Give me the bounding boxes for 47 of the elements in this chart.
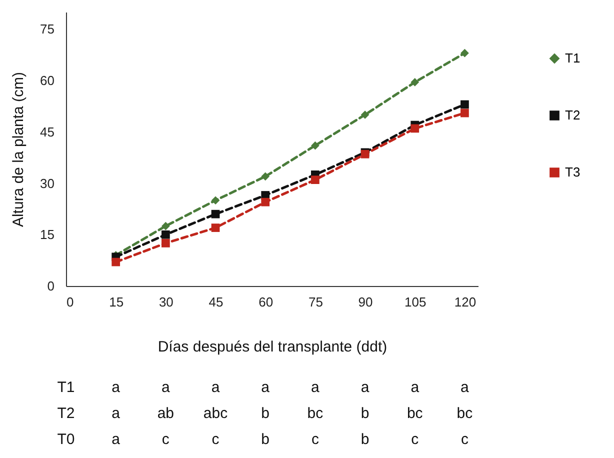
x-tick-label: 105: [404, 294, 426, 310]
text: bc: [307, 405, 324, 422]
text: a: [410, 379, 420, 396]
legend-label: T3: [565, 164, 580, 180]
text: b: [261, 431, 270, 448]
x-tick-label: 15: [109, 294, 124, 310]
x-tick-label: 0: [66, 294, 74, 310]
x-tick-label: 60: [258, 294, 274, 310]
text: a: [112, 379, 121, 396]
text: a: [211, 379, 220, 396]
text: T2: [57, 405, 75, 422]
legend-label: T1: [565, 50, 580, 66]
text: b: [261, 405, 270, 422]
x-tick-label: 90: [358, 294, 373, 310]
y-axis-title: Altura de la planta (cm): [10, 72, 28, 228]
text: a: [311, 379, 320, 396]
y-tick-label: 45: [40, 124, 54, 140]
text: b: [360, 405, 370, 422]
text: a: [360, 379, 370, 396]
x-tick-label: 75: [308, 294, 323, 310]
y-tick-label: 60: [40, 73, 54, 88]
text: abc: [203, 405, 228, 422]
y-tick-label: 30: [40, 176, 54, 191]
text: c: [311, 431, 320, 448]
text: T0: [57, 431, 75, 448]
text: a: [112, 431, 121, 448]
x-tick-label: 120: [454, 294, 476, 310]
text: bc: [456, 405, 474, 422]
x-axis-title: Días después del transplante (ddt): [158, 338, 388, 356]
y-tick-label: 75: [40, 22, 54, 37]
y-tick-label: 0: [47, 278, 54, 294]
text: ab: [157, 405, 174, 422]
text: c: [411, 431, 420, 448]
text: bc: [406, 405, 424, 422]
text: a: [460, 379, 470, 396]
text: T1: [57, 379, 75, 396]
x-tick-label: 45: [208, 294, 224, 310]
text: c: [460, 431, 469, 448]
text: a: [162, 379, 171, 396]
x-tick-label: 30: [158, 294, 174, 310]
legend-label: T2: [565, 108, 580, 122]
text: c: [212, 431, 220, 448]
y-tick-label: 15: [40, 227, 54, 242]
text: c: [162, 431, 170, 448]
text: a: [112, 405, 121, 422]
text: a: [261, 379, 270, 396]
text: b: [360, 431, 370, 448]
